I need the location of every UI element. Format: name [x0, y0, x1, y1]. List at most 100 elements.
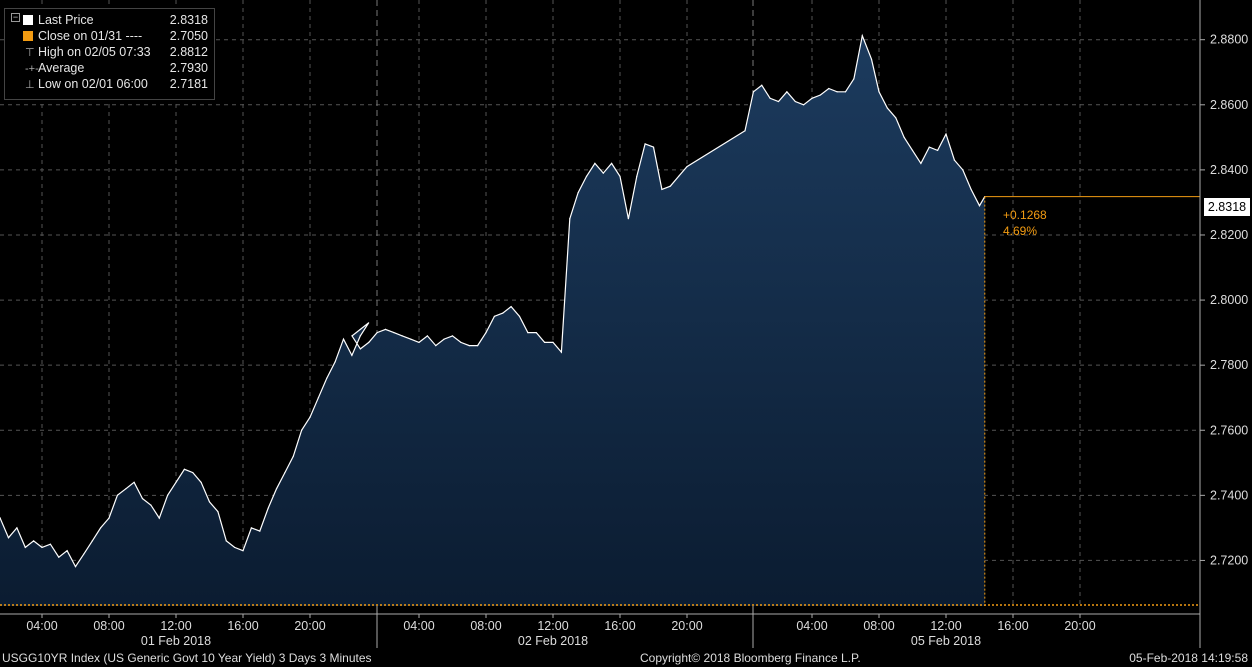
x-tick-label: 04:00 [403, 619, 434, 633]
legend-row-average: -+- Average 2.7930 [5, 60, 208, 76]
legend-label: High on 02/05 07:33 [38, 45, 151, 59]
legend-value: 2.7181 [169, 77, 208, 91]
x-tick-label: 16:00 [997, 619, 1028, 633]
price-point [376, 332, 378, 334]
price-point [794, 100, 796, 103]
y-tick-label: 2.8000 [1210, 293, 1248, 307]
price-point [611, 162, 613, 164]
price-point [962, 169, 964, 171]
last-price-tag: 2.8318 [1204, 198, 1250, 216]
price-point [250, 527, 252, 529]
price-point [410, 338, 412, 340]
price-point [200, 481, 202, 483]
price-point [426, 335, 428, 337]
legend-value: 2.8812 [169, 45, 208, 59]
legend-row-last-price: Last Price 2.8318 [5, 12, 208, 28]
price-point [878, 91, 880, 93]
price-point [435, 345, 437, 347]
price-point [853, 78, 855, 80]
price-point [468, 345, 470, 347]
price-point [978, 205, 981, 207]
price-point [886, 107, 888, 109]
x-tick-label: 04:00 [796, 619, 827, 633]
y-tick-label: 2.8200 [1210, 228, 1248, 242]
price-point [91, 540, 93, 542]
legend-label: Last Price [38, 13, 94, 27]
price-point [83, 553, 85, 555]
price-point [66, 550, 68, 552]
price-point [150, 504, 152, 506]
y-tick-label: 2.8800 [1210, 33, 1248, 47]
price-point [49, 543, 51, 545]
x-tick-label: 08:00 [470, 619, 501, 633]
price-point [158, 517, 160, 519]
price-point [309, 416, 311, 418]
price-point [945, 133, 947, 135]
day-label: 05 Feb 2018 [911, 634, 981, 648]
price-point [535, 332, 537, 334]
footer-timestamp: 05-Feb-2018 14:19:58 [1129, 651, 1248, 665]
price-point [351, 354, 353, 356]
price-point [183, 468, 185, 470]
day-label: 02 Feb 2018 [518, 634, 588, 648]
price-point [510, 305, 512, 308]
price-point [485, 332, 487, 334]
price-point [167, 494, 169, 496]
price-point [552, 341, 554, 343]
price-point [903, 136, 905, 138]
price-point [953, 159, 955, 161]
price-point [920, 162, 922, 164]
price-point [284, 471, 286, 474]
y-tick-label: 2.7200 [1210, 553, 1248, 567]
price-point [192, 471, 194, 474]
footer-copyright: Copyright© 2018 Bloomberg Finance L.P. [640, 651, 861, 665]
x-tick-label: 08:00 [93, 619, 124, 633]
price-point [401, 335, 403, 337]
y-tick-label: 2.7600 [1210, 423, 1248, 437]
price-point [686, 166, 688, 168]
change-percent: 4.69% [1003, 224, 1038, 238]
price-point [602, 172, 604, 174]
legend-label: Close on 01/31 ---- [38, 29, 143, 43]
low-marker-icon: ⊥ [25, 79, 35, 91]
price-point [636, 175, 638, 177]
price-point [125, 488, 127, 490]
price-point [819, 94, 821, 96]
price-point [786, 91, 788, 93]
price-point [619, 175, 621, 177]
price-point [7, 537, 10, 539]
high-marker-icon: ⊤ [25, 47, 35, 59]
price-point [744, 130, 746, 132]
price-point [393, 332, 395, 334]
price-point [326, 377, 328, 379]
price-point [911, 149, 914, 151]
price-point [652, 146, 655, 148]
price-point [928, 146, 930, 148]
price-point [502, 312, 504, 314]
price-point [761, 84, 763, 86]
change-absolute: +0.1268 [1003, 208, 1047, 222]
legend-label: Average [38, 61, 85, 75]
price-point [418, 341, 420, 343]
collapse-toggle-icon[interactable]: − [11, 12, 20, 22]
price-point [811, 97, 813, 99]
price-point [577, 192, 579, 194]
price-point [225, 540, 227, 542]
price-point [585, 175, 588, 177]
legend-value: 2.8318 [169, 13, 208, 27]
price-point [342, 338, 345, 340]
price-point [301, 429, 303, 431]
price-point [644, 143, 646, 145]
price-point [133, 481, 135, 483]
price-point [141, 497, 144, 500]
price-point [267, 507, 269, 509]
price-point [569, 218, 571, 220]
price-point [33, 540, 35, 542]
price-point [208, 501, 211, 503]
price-point [828, 87, 830, 90]
legend-value: 2.7930 [169, 61, 208, 75]
price-point [678, 175, 680, 177]
x-tick-label: 20:00 [1064, 619, 1095, 633]
x-tick-label: 16:00 [227, 619, 258, 633]
